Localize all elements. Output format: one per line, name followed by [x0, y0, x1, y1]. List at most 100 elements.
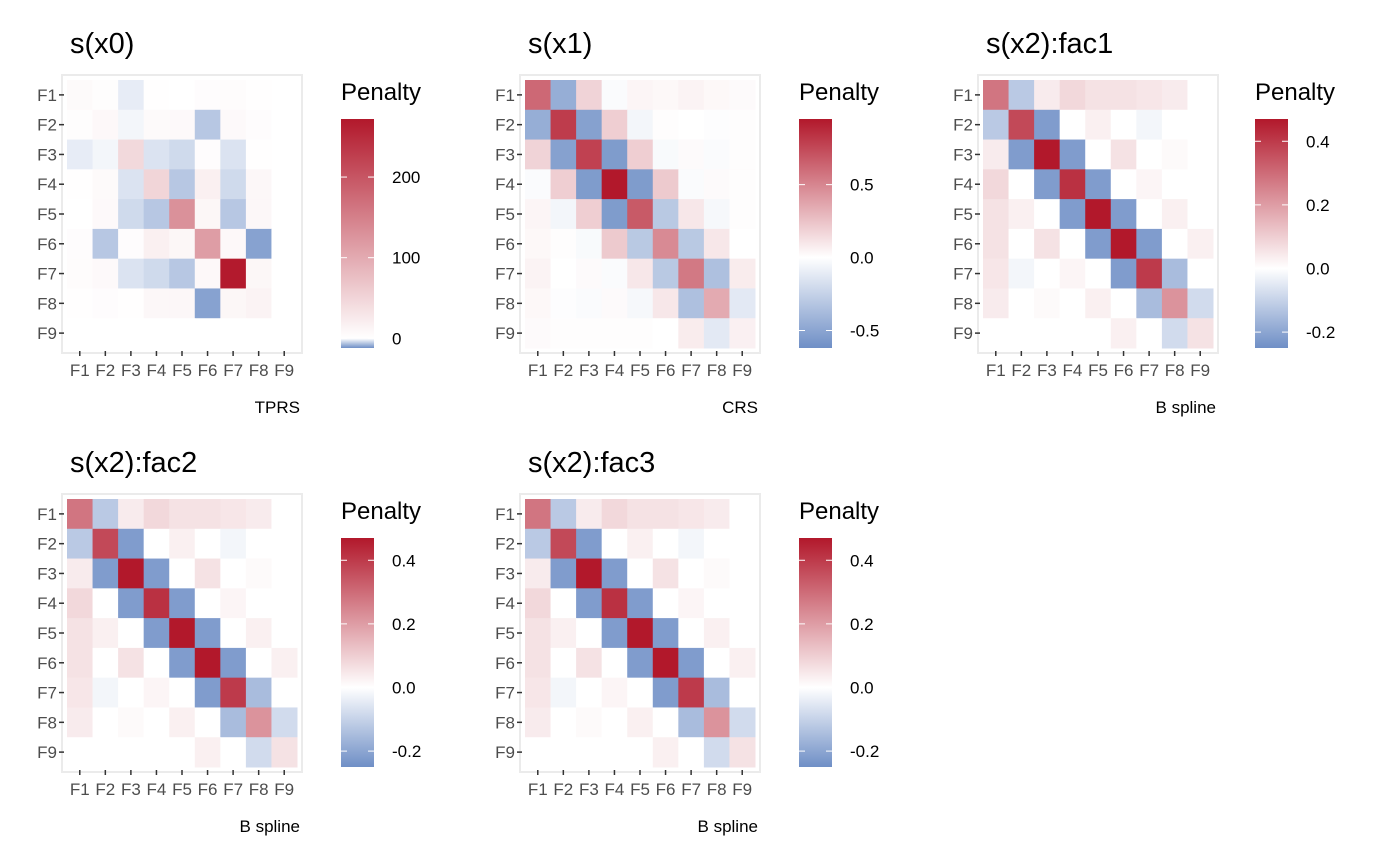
heatmap-cell [627, 199, 654, 230]
heatmap-cell [983, 318, 1010, 349]
heatmap-cell [1034, 228, 1061, 260]
y-tick-label: F2 [37, 535, 57, 554]
x-tick-label: F1 [528, 780, 548, 799]
heatmap-cell [983, 109, 1010, 141]
heatmap-cell [576, 228, 603, 260]
y-tick-label: F7 [37, 265, 57, 284]
heatmap-cell [703, 318, 730, 349]
heatmap-cell [1136, 228, 1163, 260]
heatmap-cell [550, 528, 577, 560]
heatmap-cell [703, 258, 730, 289]
heatmap-cell [678, 80, 705, 111]
heatmap-cell [220, 528, 247, 560]
x-tick-label: F3 [579, 361, 599, 380]
heatmap-cell [245, 169, 272, 200]
heatmap-cell [1034, 288, 1061, 319]
x-tick-label: F6 [198, 361, 218, 380]
heatmap-cell [550, 199, 577, 230]
heatmap-cell [576, 737, 603, 768]
heatmap-cell [576, 558, 603, 589]
y-tick-label: F1 [495, 505, 515, 524]
heatmap-cell [652, 139, 679, 170]
heatmap-cell [92, 528, 119, 560]
legend-colorbar [799, 119, 832, 348]
heatmap-cell [92, 677, 119, 708]
heatmap-cell [983, 228, 1010, 260]
heatmap-cell [1085, 199, 1112, 230]
heatmap-cell [169, 80, 196, 111]
heatmap-cell [92, 707, 119, 738]
heatmap-cell [1034, 139, 1061, 170]
heatmap-cell [143, 258, 170, 289]
heatmap-cell [271, 618, 298, 649]
legend-tick-label: 0.0 [1306, 259, 1330, 278]
x-tick-label: F2 [553, 361, 573, 380]
heatmap-cell [118, 647, 145, 679]
heatmap-cell [220, 588, 247, 619]
heatmap-cell [271, 588, 298, 619]
legend-title: Penalty [1255, 79, 1335, 106]
heatmap-cell [1110, 199, 1137, 230]
heatmap-cell [118, 558, 145, 589]
heatmap-cell [550, 169, 577, 200]
heatmap-cell [525, 228, 552, 260]
heatmap-cell [652, 109, 679, 141]
heatmap-cell [703, 288, 730, 319]
heatmap-cell [169, 588, 196, 619]
heatmap-cell [1085, 109, 1112, 141]
heatmap-cell [245, 707, 272, 738]
heatmap-cell [169, 558, 196, 589]
x-tick-label: F7 [681, 361, 701, 380]
heatmap-cell [729, 199, 756, 230]
heatmap-cell [601, 228, 628, 260]
heatmap-cell [652, 288, 679, 319]
heatmap-cell [67, 228, 94, 260]
x-tick-label: F6 [656, 780, 676, 799]
heatmap-cell [983, 169, 1010, 200]
heatmap-cell [678, 258, 705, 289]
heatmap-cell [220, 258, 247, 289]
x-tick-label: F9 [732, 361, 752, 380]
heatmap-cell [652, 647, 679, 679]
y-tick-label: F5 [37, 624, 57, 643]
x-tick-label: F8 [249, 361, 269, 380]
heatmap-cell [194, 169, 221, 200]
heatmap-cell [627, 647, 654, 679]
heatmap-cell [627, 528, 654, 560]
heatmap-cell [220, 109, 247, 141]
heatmap-cell [1034, 258, 1061, 289]
heatmap-cell [245, 558, 272, 589]
y-tick-label: F8 [495, 294, 515, 313]
heatmap-cell [67, 558, 94, 589]
heatmap-cell [1085, 80, 1112, 111]
heatmap-cell [627, 618, 654, 649]
heatmap-cell [67, 318, 94, 349]
heatmap-cell [118, 228, 145, 260]
x-tick-label: F6 [198, 780, 218, 799]
heatmap-cell [703, 647, 730, 679]
heatmap-cell [245, 499, 272, 530]
heatmap-cell [1034, 169, 1061, 200]
heatmap-cell [678, 228, 705, 260]
heatmap-cell [1008, 318, 1035, 349]
heatmap-cell [67, 258, 94, 289]
y-tick-label: F4 [495, 175, 515, 194]
heatmap-cell [67, 288, 94, 319]
heatmap-cell [1059, 139, 1086, 170]
heatmap-cell [983, 199, 1010, 230]
heatmap-cell [92, 318, 119, 349]
heatmap-cell [1161, 199, 1188, 230]
legend-title: Penalty [799, 79, 879, 106]
y-tick-label: F4 [37, 175, 57, 194]
heatmap-cell [1085, 318, 1112, 349]
heatmap-cell [1187, 288, 1214, 319]
heatmap-cell [143, 109, 170, 141]
heatmap-cell [652, 228, 679, 260]
y-tick-label: F1 [37, 86, 57, 105]
legend-tick-label: 200 [392, 168, 420, 187]
legend-title: Penalty [341, 498, 421, 525]
heatmap-cell [1187, 169, 1214, 200]
heatmap-cell [169, 707, 196, 738]
heatmap-cell [1136, 109, 1163, 141]
heatmap-cell [729, 647, 756, 679]
